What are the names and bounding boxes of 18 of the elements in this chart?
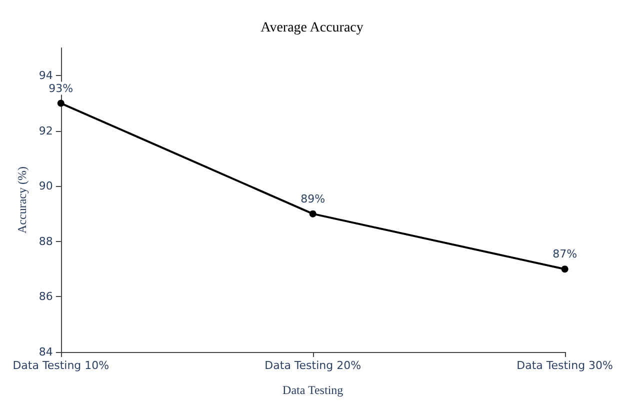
point	[561, 266, 568, 273]
data-label: 89%	[300, 192, 326, 206]
data-label: 93%	[48, 82, 74, 95]
y-tick-label: 86	[38, 290, 53, 304]
y-tick-label: 90	[38, 180, 53, 193]
x-tick-label: Data Testing 10%	[12, 359, 110, 372]
y-axis-title: Accuracy (%)	[15, 166, 29, 234]
y-tick-label: 88	[38, 234, 53, 248]
point	[309, 210, 316, 218]
y-tick-label: 84	[38, 346, 53, 358]
y-tick-label: 94	[38, 69, 53, 82]
x-tick-label: Data Testing 20%	[264, 359, 362, 372]
x-tick-label: Data Testing 30%	[516, 359, 614, 372]
y-tick-label: 92	[38, 124, 53, 138]
data-label: 87%	[552, 248, 578, 261]
chart-title: Average Accuracy	[260, 20, 364, 36]
x-axis-title: Data Testing	[282, 383, 344, 397]
point	[57, 100, 64, 107]
